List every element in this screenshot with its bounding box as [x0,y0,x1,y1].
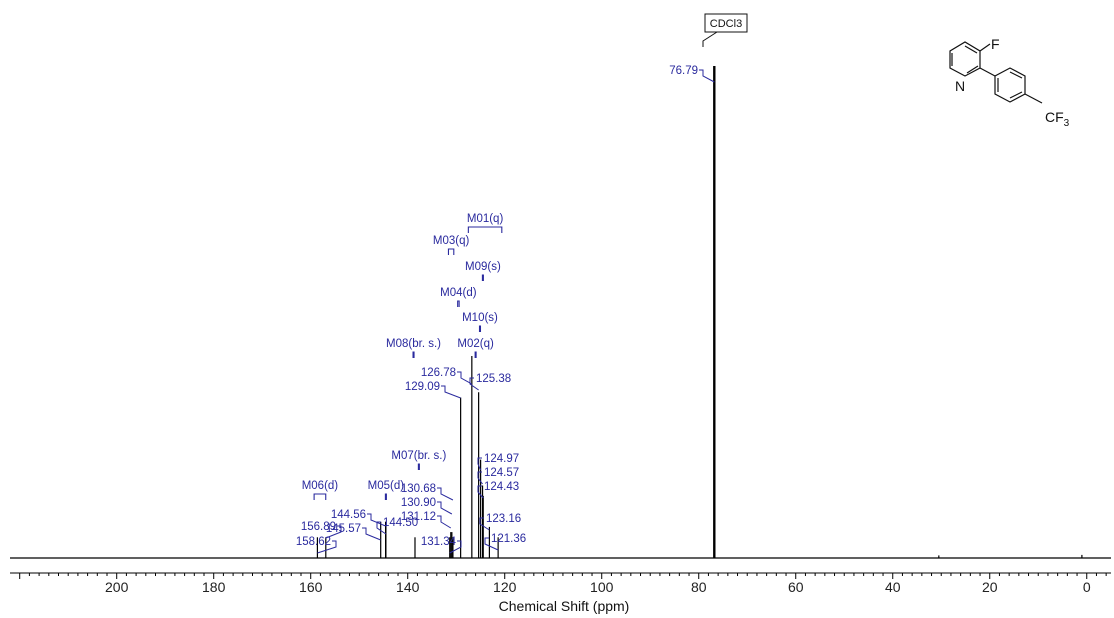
peak-label-leader [449,540,462,554]
x-tick-label: 100 [590,579,614,595]
multiplet-bracket [384,493,387,500]
x-tick-label: 40 [885,579,901,595]
peak-label: 130.90 [401,497,436,509]
cf3-group-label: CF3 [1045,109,1070,129]
x-tick-label: 160 [299,579,323,595]
multiplet-label: M10(s) [462,312,498,324]
peak-label-leader [477,457,482,471]
peak-label-leader [376,521,387,535]
peak-label: 131.12 [401,511,436,523]
peak-label-leader [437,487,454,501]
peak-label: 158.62 [296,536,331,548]
x-tick-label: 140 [396,579,420,595]
peak-label: 144.56 [331,509,366,521]
peak-label: 76.79 [669,65,698,77]
peak-label: 124.57 [484,467,519,479]
peak-labels: 76.79 126.78 129.09 125.38 130.68 130.90 131.1… [296,65,715,554]
multiplet-bracket [474,351,477,358]
peak-label-leader [317,540,337,554]
multiplet-bracket [313,493,327,500]
molecule-structure [949,41,1043,104]
multiplet-label: M01(q) [467,213,504,225]
peak-label-leader [367,513,386,527]
peak-label: 130.68 [401,483,436,495]
multiplet-bracket [467,226,503,233]
x-tick-label: 200 [105,579,129,595]
peak-label-leader [362,527,381,541]
multiplet-label: M06(d) [302,480,339,492]
x-axis: 200 180 160 140 120 100 80 60 40 20 0 [10,572,1111,595]
x-tick-label: 20 [982,579,998,595]
x-tick-label: 60 [788,579,804,595]
multiplet-bracket [457,300,460,307]
peak-label: 129.09 [405,381,440,393]
peak-label-leader [477,485,484,499]
multiplet-bracket [417,463,420,470]
peak-label: 144.50 [383,517,418,529]
peak-label-leader [437,515,452,529]
peak-label: 131.34 [421,536,457,548]
multiplet-label: M03(q) [433,235,470,247]
solvent-box [704,13,748,33]
peak-label-leader [699,69,715,83]
multiplet-label: M05(d) [368,480,405,492]
peak-label-leader [437,501,453,515]
peak-label-leader [325,525,342,539]
multiplet-label: M09(s) [465,261,501,273]
peak-label-leader [441,385,461,399]
spectrum-trace [10,66,1111,559]
peak-label: 125.38 [476,373,511,385]
peak-label-leader [477,471,483,485]
peak-label: 124.97 [484,453,519,465]
peak-label: 156.89 [301,521,336,533]
x-axis-title: Chemical Shift (ppm) [499,598,630,614]
peak-label: 121.36 [491,533,526,545]
solvent-annotation: CDCl3 [702,13,748,47]
x-tick-label: 120 [493,579,517,595]
peak-label-leader [479,517,490,531]
multiplet-label: M02(q) [457,338,494,350]
multiplet-bracket [478,325,482,332]
multiplet-bracket [447,248,455,255]
fluorine-atom-label: F [991,36,1000,52]
peak-label-leader [457,371,473,385]
nitrogen-atom-label: N [955,78,965,94]
multiplet-label: M08(br. s.) [386,338,441,350]
peak-label-leader [484,537,499,551]
x-tick-label: 80 [691,579,707,595]
multiplet-bracket [481,274,484,281]
multiplet-bracket [412,351,415,358]
solvent-label: CDCl3 [710,18,742,30]
peak-label-leader [469,377,479,391]
peak-label: 145.57 [326,523,361,535]
peak-label: 123.16 [486,513,521,525]
multiplet-labels: M01(q) M03(q) M09(s) M04(d) M10(s) M02(q) M08(… [302,213,504,500]
multiplet-label: M07(br. s.) [391,450,446,462]
x-tick-label: 180 [202,579,226,595]
peak-label: 126.78 [421,367,456,379]
x-tick-label: 0 [1083,579,1091,595]
peak-label: 124.43 [484,481,519,493]
cf3-group-subscript: 3 [1064,118,1070,129]
multiplet-label: M04(d) [440,287,477,299]
cf3-group-main: CF [1045,109,1064,125]
